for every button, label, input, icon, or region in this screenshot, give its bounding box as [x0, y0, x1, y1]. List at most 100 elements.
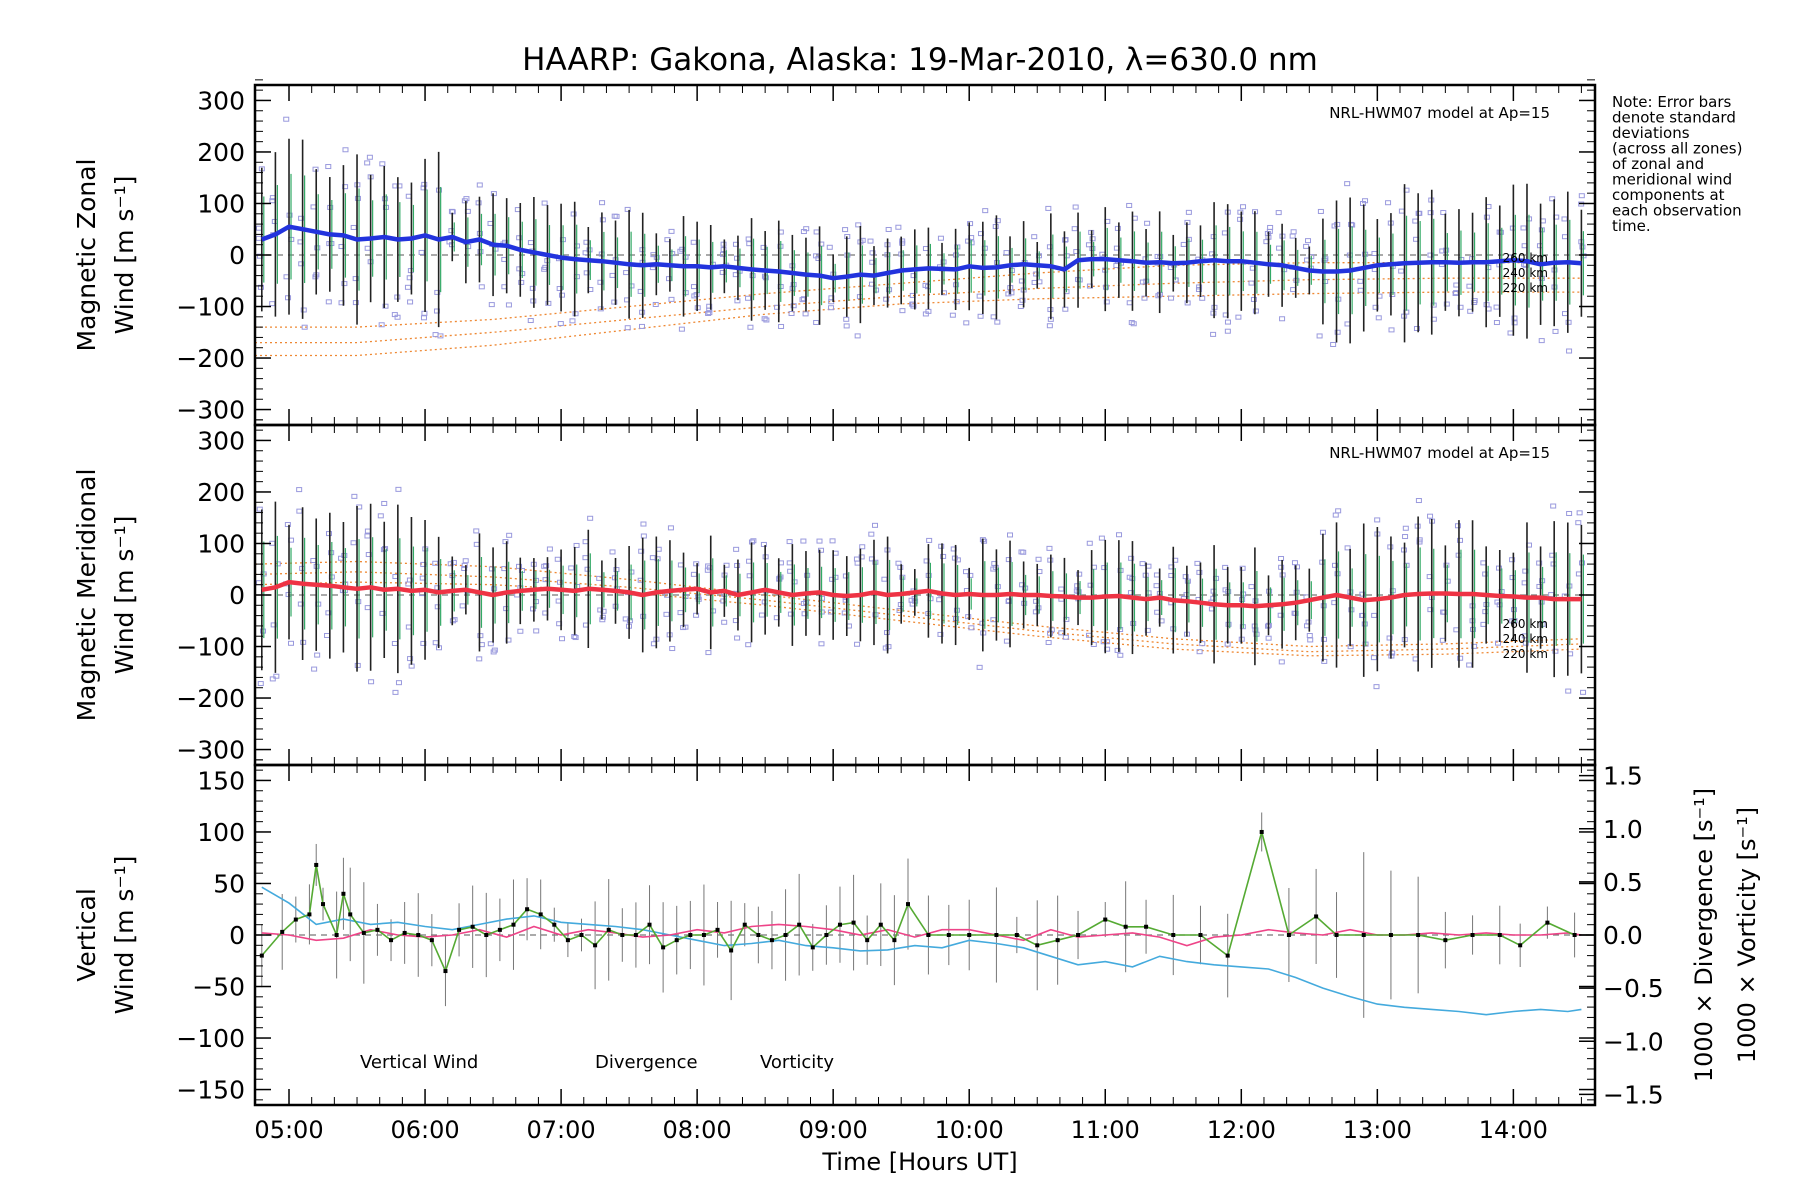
zone-scatter-point	[690, 284, 697, 290]
vertical-wind-point	[967, 933, 972, 937]
zone-scatter-point	[802, 311, 809, 317]
vertical-wind-point	[402, 930, 407, 935]
zone-scatter-point	[1130, 321, 1137, 327]
zone-scatter-point	[705, 650, 712, 656]
y2-tick-label: −1.5	[1603, 1080, 1664, 1109]
zone-scatter-point	[1562, 311, 1569, 317]
zone-scatter-point	[392, 689, 399, 695]
vertical-wind-point	[1144, 924, 1149, 929]
x-axis-label: Time [Hours UT]	[821, 1148, 1017, 1176]
zone-scatter-point	[1126, 300, 1133, 306]
zone-scatter-point	[407, 656, 414, 662]
zone-scatter-point	[1196, 569, 1203, 575]
zone-scatter-point	[1019, 297, 1026, 303]
zone-scatter-point	[1371, 250, 1378, 256]
zone-scatter-point	[1279, 316, 1286, 322]
zone-scatter-point	[1306, 633, 1313, 639]
vertical-wind-point	[756, 933, 761, 937]
zone-scatter-point	[1267, 224, 1274, 230]
zone-scatter-point	[938, 543, 945, 549]
zone-scatter-point	[599, 200, 606, 206]
zone-scatter-point	[1440, 210, 1447, 216]
zone-scatter-point	[1427, 252, 1434, 258]
y2-tick-label: −0.5	[1603, 974, 1664, 1003]
zone-scatter-point	[364, 160, 371, 166]
vertical-wind-point	[810, 945, 815, 950]
zone-scatter-point	[434, 289, 441, 295]
zone-scatter-point	[786, 560, 793, 566]
zone-scatter-point	[816, 538, 823, 544]
zone-scatter-point	[977, 313, 984, 319]
x-tick-label: 08:00	[663, 1116, 732, 1144]
zone-scatter-point	[1289, 233, 1296, 239]
zone-scatter-point	[396, 183, 403, 189]
zone-scatter-point	[1415, 498, 1422, 504]
zone-scatter-point	[368, 679, 375, 685]
zone-scatter-point	[476, 182, 483, 188]
zone-scatter-point	[1522, 640, 1529, 646]
zone-scatter-point	[719, 269, 726, 275]
zone-scatter-point	[1278, 556, 1285, 562]
zone-scatter-point	[799, 297, 806, 303]
y-axis-label: Wind [m s⁻¹]	[110, 516, 139, 675]
zone-scatter-point	[1293, 589, 1300, 595]
vertical-wind-point	[661, 945, 666, 950]
zone-scatter-point	[597, 607, 604, 613]
zone-scatter-point	[1072, 204, 1079, 210]
note-line: of zonal and	[1612, 155, 1704, 173]
zone-scatter-point	[1398, 208, 1405, 214]
zone-scatter-point	[622, 616, 629, 622]
zone-scatter-point	[624, 325, 631, 331]
vertical-wind-point	[647, 922, 652, 927]
zone-scatter-point	[1116, 532, 1123, 538]
zone-scatter-point	[640, 521, 647, 527]
zone-scatter-point	[1576, 510, 1583, 516]
zone-scatter-point	[654, 556, 661, 562]
zone-scatter-point	[1480, 560, 1487, 566]
altitude-label: 220 km	[1503, 647, 1548, 661]
y2-tick-label: 1.0	[1603, 815, 1643, 844]
zone-scatter-point	[1374, 517, 1381, 523]
zone-scatter-point	[1319, 529, 1326, 535]
vertical-wind-point	[280, 929, 285, 934]
zone-scatter-point	[787, 611, 794, 617]
zone-scatter-point	[1344, 545, 1351, 551]
zone-scatter-point	[461, 198, 468, 204]
zone-scatter-point	[1370, 655, 1377, 661]
zone-scatter-point	[1035, 556, 1042, 562]
zone-scatter-point	[1184, 578, 1191, 584]
zone-scatter-point	[1117, 652, 1124, 658]
zone-scatter-point	[761, 316, 768, 322]
zone-scatter-point	[364, 245, 371, 251]
zone-scatter-point	[800, 229, 807, 235]
zone-scatter-point	[462, 558, 469, 564]
y-tick-label: 0	[229, 241, 245, 270]
zone-scatter-point	[461, 566, 468, 572]
zone-scatter-point	[1538, 599, 1545, 605]
vertical-wind-point	[892, 938, 897, 943]
zone-scatter-point	[790, 303, 797, 309]
zone-scatter-point	[381, 500, 388, 506]
zone-scatter-point	[1103, 299, 1110, 305]
y-tick-label: 50	[213, 869, 245, 898]
vertical-wind-point	[674, 938, 679, 943]
vertical-wind-point	[824, 933, 829, 937]
zone-scatter-point	[1005, 291, 1012, 297]
zone-scatter-point	[872, 559, 879, 565]
zone-scatter-point	[745, 236, 752, 242]
zone-scatter-point	[1548, 592, 1555, 598]
note-line: deviations	[1612, 124, 1690, 142]
zone-scatter-point	[518, 279, 525, 285]
zone-scatter-point	[273, 673, 280, 679]
zone-scatter-point	[1493, 320, 1500, 326]
zone-scatter-point	[1062, 634, 1069, 640]
altitude-label: 240 km	[1503, 632, 1548, 646]
y-tick-label: −100	[176, 633, 245, 662]
zone-scatter-point	[829, 538, 836, 544]
vertical-wind-point	[1286, 933, 1291, 937]
zone-scatter-point	[1520, 225, 1527, 231]
zone-scatter-point	[1098, 535, 1105, 541]
y-axis-label: Magnetic Meridional	[72, 469, 101, 722]
zone-scatter-point	[1466, 283, 1473, 289]
zone-scatter-point	[255, 235, 262, 241]
